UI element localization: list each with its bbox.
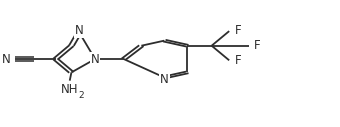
Text: N: N xyxy=(2,53,11,66)
Text: N: N xyxy=(160,73,169,86)
Text: N: N xyxy=(91,53,99,66)
Text: F: F xyxy=(254,39,260,52)
Text: NH: NH xyxy=(61,83,79,96)
Text: F: F xyxy=(235,24,241,37)
Text: N: N xyxy=(75,24,84,37)
Text: F: F xyxy=(235,54,241,67)
Text: 2: 2 xyxy=(79,91,84,100)
